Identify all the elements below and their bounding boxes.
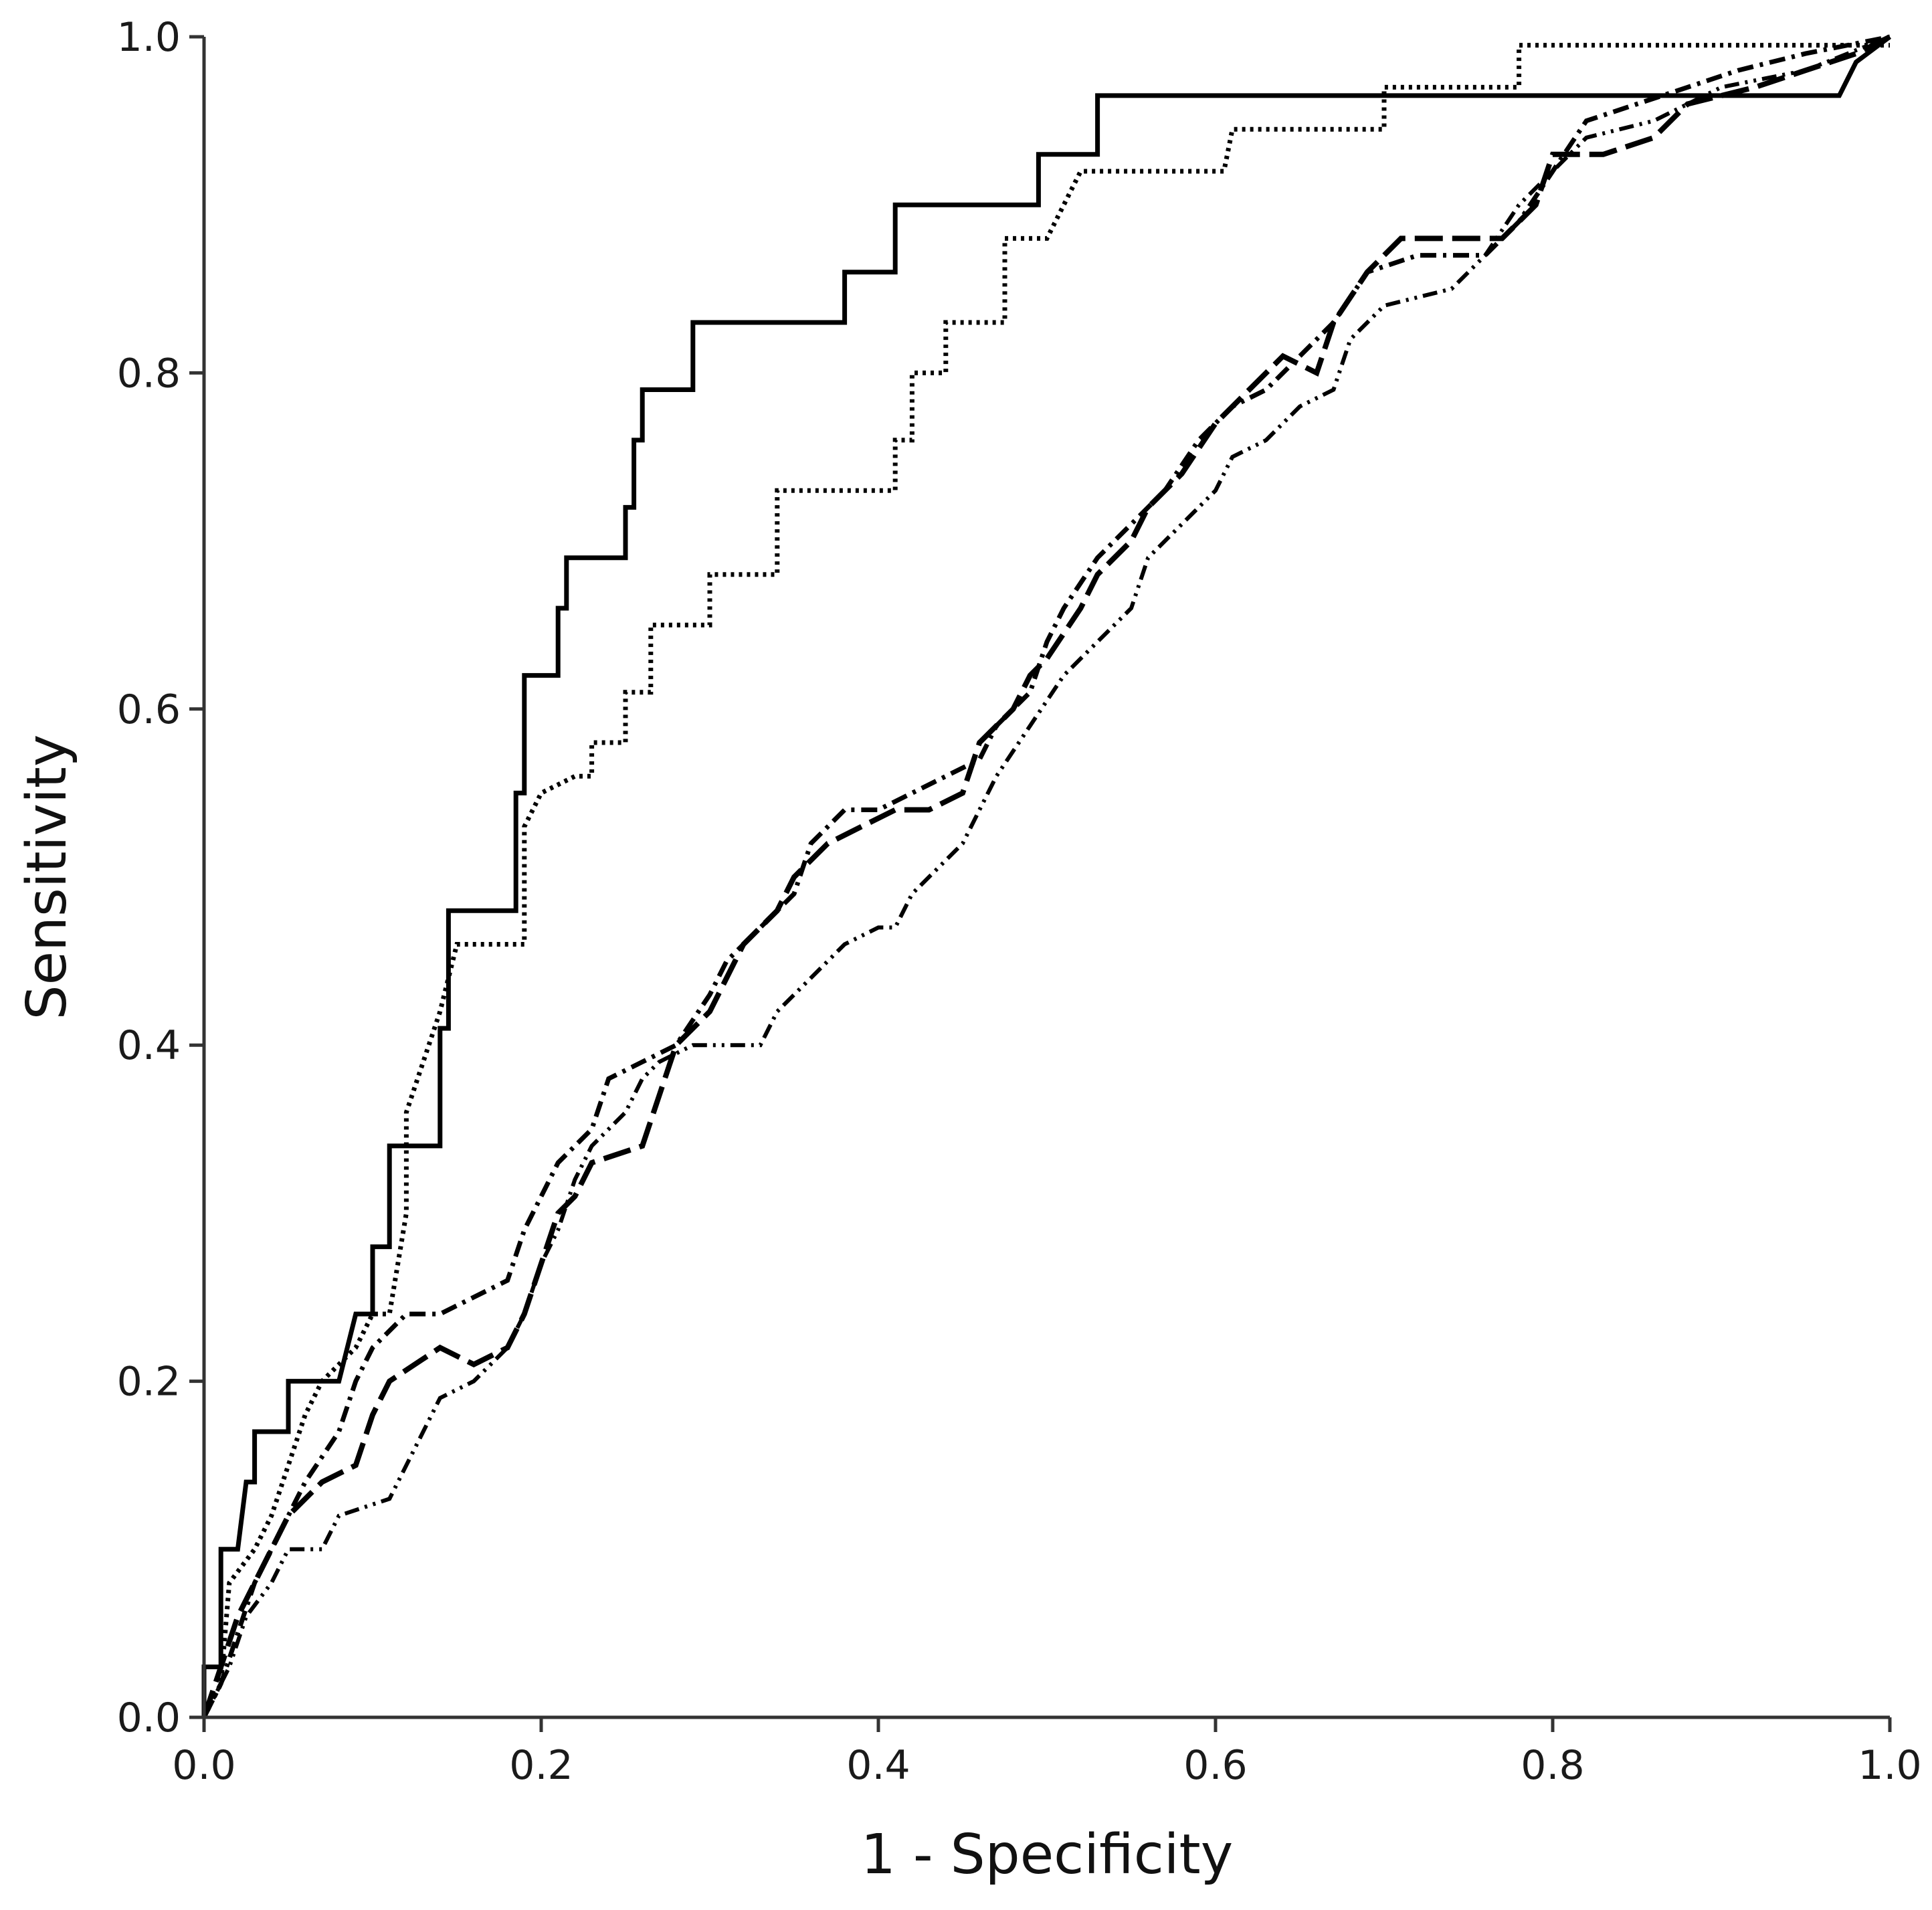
y-tick-label: 0.8 [117, 350, 181, 397]
x-tick-label: 0.8 [1521, 1742, 1584, 1789]
roc-curves [201, 34, 1892, 1719]
y-tick-label: 0.2 [117, 1359, 181, 1406]
x-tick-label: 0.2 [509, 1742, 573, 1789]
y-axis-title: Sensitivity [15, 735, 79, 1020]
x-tick-label: 1.0 [1858, 1742, 1921, 1789]
x-tick-label: 0.0 [172, 1742, 235, 1789]
x-axis-ticks: 0.0 0.2 0.4 0.6 0.8 1.0 [172, 1717, 1922, 1789]
y-axis-ticks: 0.0 0.2 0.4 0.6 0.8 1.0 [117, 14, 204, 1741]
y-tick-label: 0.4 [117, 1022, 181, 1069]
x-axis-title: 1 - Specificity [861, 1823, 1234, 1887]
axes [202, 37, 1890, 1719]
y-tick-label: 0.6 [117, 686, 181, 733]
roc-curve-dash-dot-dot [202, 35, 1891, 1719]
y-tick-label: 0.0 [117, 1695, 181, 1741]
roc-curve-long-dash [201, 34, 1891, 1719]
roc-curve-dotted [201, 43, 1890, 1719]
roc-curve-solid [201, 35, 1892, 1717]
roc-curve-dash-dot [201, 34, 1891, 1719]
x-tick-label: 0.6 [1183, 1742, 1247, 1789]
x-tick-label: 0.4 [846, 1742, 910, 1789]
y-tick-label: 1.0 [117, 14, 181, 61]
